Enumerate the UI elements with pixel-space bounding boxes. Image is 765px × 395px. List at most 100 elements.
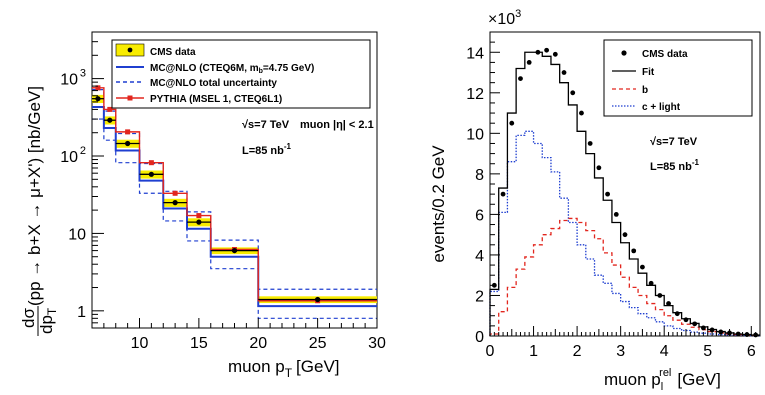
right-data-point-25 [709,327,715,333]
right-data-point-6 [544,47,550,53]
left-annotation-energy: √s=7 TeV [242,119,290,131]
left-y-tick-label: 10 [60,149,78,166]
right-x-tick-label: 3 [616,343,625,360]
right-x-tick-label: 6 [747,343,756,360]
right-data-point-17 [640,264,645,270]
left-x-tick-label: 20 [249,335,267,352]
left-data-point-2 [125,140,131,147]
left-legend-frame [111,39,371,109]
left-pythia-marker-2 [125,129,131,135]
left-xlabel-main: muon p [228,357,285,376]
left-annotation-eta: muon |η| < 2.1 [300,119,374,131]
right-x-tick-label: 0 [486,343,495,360]
right-data-point-21 [674,311,680,317]
right-data-point-18 [648,280,654,286]
right-data-point-4 [526,60,532,65]
left-pythia-marker-4 [172,190,178,196]
left-legend: CMS data MC@NLO (CTEQ6M, mb=4.75 GeV) MC… [111,39,371,109]
left-y-tick-label: 10 [68,226,86,243]
right-data-point-14 [613,212,619,217]
left-xlabel-unit: [GeV] [296,357,339,376]
left-data-point-4 [172,200,178,206]
right-data-point-26 [718,329,724,335]
right-annotation-lumi: L=85 nb-1 [650,158,700,173]
left-ylabel-dp-sub: T [45,307,59,315]
left-y-tick-exponent: 3 [80,68,86,80]
left-ylabel-text: (pp → b+X → μ+X') [nb/GeV] [25,86,44,306]
svg-text:(pp → b+X → μ+X') [nb/GeV]: (pp → b+X → μ+X') [nb/GeV] [25,86,44,306]
right-y-tick-label: 2 [475,288,484,305]
right-data-point-22 [683,317,689,323]
right-data-point-8 [561,70,567,75]
right-data-point-9 [570,90,576,96]
right-y-scale-factor: ×103 [488,8,521,28]
left-data-point-7 [315,296,321,303]
right-legend-c-light-label: c + light [642,102,681,113]
right-data-point-24 [700,325,706,331]
right-y-tick-label: 10 [466,126,484,143]
right-annotation-energy: √s=7 TeV [650,136,698,148]
right-data-point-2 [509,120,515,126]
svg-text:dσ: dσ [19,308,38,328]
left-pythia-marker-5 [196,213,202,219]
right-legend-data-marker [621,50,627,56]
left-uncertainty-lower [92,118,377,319]
left-ylabel-dp: dp [37,315,56,334]
right-data-point-12 [596,165,602,171]
right-y-tick-label: 4 [475,248,484,265]
left-legend-data-marker [127,47,133,53]
right-data-point-23 [692,321,698,327]
right-x-tick-label: 2 [573,343,582,360]
left-legend-pythia-marker [127,95,133,101]
right-y-axis-label: events/0.2 GeV [429,145,448,263]
left-xlabel-sub: T [285,366,293,380]
right-legend: CMS data Fit b c + light [603,39,753,117]
left-y-axis-label: dσ dpT (pp → b+X → μ+X') [nb/GeV] [19,86,59,336]
right-data-point-3 [518,76,523,82]
right-series-b [489,217,760,337]
right-data-point-5 [535,49,541,55]
right-data-point-10 [579,110,584,116]
left-y-tick-label: 10 [60,72,78,89]
right-series-fit [489,51,760,336]
right-data-point-13 [605,191,610,197]
left-data-point-0 [95,96,101,102]
right-legend-frame [603,39,753,117]
left-data-point-5 [196,219,202,225]
right-data-point-11 [587,141,593,146]
right-legend-fit-label: Fit [642,67,655,78]
left-x-tick-label: 30 [368,335,386,352]
left-annotation-lumi: L=85 nb-1 [242,142,292,157]
left-ylabel-dsigma: dσ [19,308,38,328]
right-legend-data-label: CMS data [642,49,688,60]
left-data-point-3 [148,171,154,177]
right-y-tick-label: 0 [475,329,484,346]
svg-text:dpT: dpT [37,307,59,334]
right-y-tick-label: 8 [475,167,484,184]
left-legend-mcnlo-label: MC@NLO (CTEQ6M, mb=4.75 GeV) [150,63,314,75]
left-pythia-marker-3 [148,160,154,166]
left-y-tick-exponent: 2 [80,145,86,157]
right-x-tick-label: 1 [529,343,538,360]
left-data-point-1 [107,117,113,123]
left-data-point-6 [231,247,238,254]
left-marks [92,85,377,319]
right-data-point-1 [500,191,506,197]
left-x-tick-label: 15 [190,335,208,352]
left-y-tick-label: 1 [77,304,86,321]
right-y-tick-label: 12 [466,86,484,103]
right-y-tick-label: 14 [466,45,484,62]
right-data-point-7 [552,51,558,57]
right-data-point-19 [657,293,663,298]
left-x-tick-label: 10 [131,335,149,352]
left-legend-uncertainty-label: MC@NLO total uncertainty [150,78,277,89]
right-legend-b-label: b [642,85,648,96]
right-y-tick-label: 6 [475,207,484,224]
left-x-tick-label: 25 [309,335,327,352]
left-pythia-marker-1 [107,106,113,112]
